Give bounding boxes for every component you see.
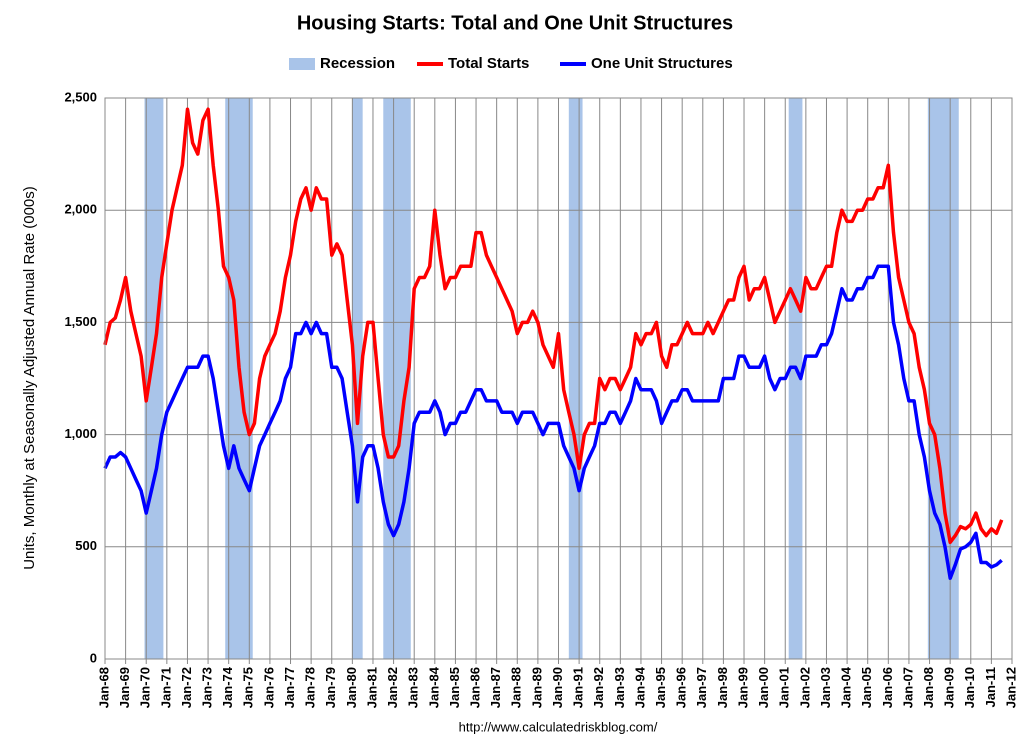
x-tick-label: Jan-12 [1003, 667, 1018, 708]
legend-label: Recession [320, 55, 395, 72]
x-tick-label: Jan-96 [674, 667, 689, 708]
x-tick-label: Jan-70 [138, 667, 153, 708]
recession-band [788, 98, 803, 659]
y-axis-label: Units, Monthly at Seasonally Adjusted An… [21, 186, 38, 570]
chart-title: Housing Starts: Total and One Unit Struc… [297, 12, 733, 34]
x-tick-label: Jan-79 [323, 667, 338, 708]
x-tick-label: Jan-86 [467, 667, 482, 708]
y-tick-label: 0 [90, 650, 97, 665]
x-tick-label: Jan-80 [344, 667, 359, 708]
y-tick-label: 2,000 [64, 202, 97, 217]
x-tick-label: Jan-68 [96, 667, 111, 708]
x-tick-label: Jan-71 [158, 667, 173, 708]
x-tick-label: Jan-73 [200, 667, 215, 708]
data-line [103, 264, 1003, 580]
x-tick-label: Jan-06 [880, 667, 895, 708]
x-tick-label: Jan-98 [715, 667, 730, 708]
recession-band [927, 98, 959, 659]
plot-border [104, 97, 1013, 660]
legend-label: Total Starts [448, 55, 529, 72]
y-tick-label: 1,500 [64, 314, 97, 329]
x-tick-label: Jan-93 [612, 667, 627, 708]
x-tick-label: Jan-03 [818, 667, 833, 708]
x-tick-label: Jan-83 [406, 667, 421, 708]
x-tick-label: Jan-09 [942, 667, 957, 708]
y-tick-label: 500 [75, 538, 97, 553]
x-tick-label: Jan-77 [282, 667, 297, 708]
x-tick-label: Jan-97 [694, 667, 709, 708]
x-tick-label: Jan-82 [385, 667, 400, 708]
x-tick-label: Jan-76 [261, 667, 276, 708]
x-tick-label: Jan-88 [509, 667, 524, 708]
x-tick-label: Jan-95 [653, 667, 668, 708]
x-tick-label: Jan-89 [529, 667, 544, 708]
x-tick-label: Jan-02 [797, 667, 812, 708]
x-tick-label: Jan-85 [447, 667, 462, 708]
x-tick-label: Jan-91 [571, 667, 586, 708]
x-tick-label: Jan-10 [962, 667, 977, 708]
x-tick-label: Jan-11 [983, 667, 998, 707]
x-tick-label: Jan-92 [591, 667, 606, 708]
data-line [103, 107, 1004, 545]
x-tick-label: Jan-72 [179, 667, 194, 708]
x-tick-label: Jan-07 [900, 667, 915, 708]
x-tick-label: Jan-05 [859, 667, 874, 708]
x-tick-label: Jan-08 [921, 667, 936, 708]
x-tick-label: Jan-75 [241, 667, 256, 708]
x-tick-label: Jan-01 [777, 667, 792, 708]
x-tick-label: Jan-78 [303, 667, 318, 708]
x-tick-label: Jan-99 [735, 667, 750, 708]
legend-swatch [289, 58, 315, 70]
x-tick-label: Jan-94 [632, 666, 647, 708]
recession-band [352, 98, 363, 659]
x-tick-label: Jan-81 [364, 667, 379, 708]
x-tick-label: Jan-69 [117, 667, 132, 708]
legend-label: One Unit Structures [591, 55, 733, 72]
recession-band [144, 98, 164, 659]
y-tick-label: 2,500 [64, 89, 97, 104]
x-tick-label: Jan-90 [550, 667, 565, 708]
x-tick-label: Jan-84 [426, 666, 441, 708]
x-tick-label: Jan-00 [756, 667, 771, 708]
source: http://www.calculatedriskblog.com/ [459, 719, 658, 734]
y-tick-label: 1,000 [64, 426, 97, 441]
x-tick-label: Jan-74 [220, 666, 235, 708]
x-tick-label: Jan-87 [488, 667, 503, 708]
x-tick-label: Jan-04 [839, 666, 854, 708]
recession-band [568, 98, 583, 659]
